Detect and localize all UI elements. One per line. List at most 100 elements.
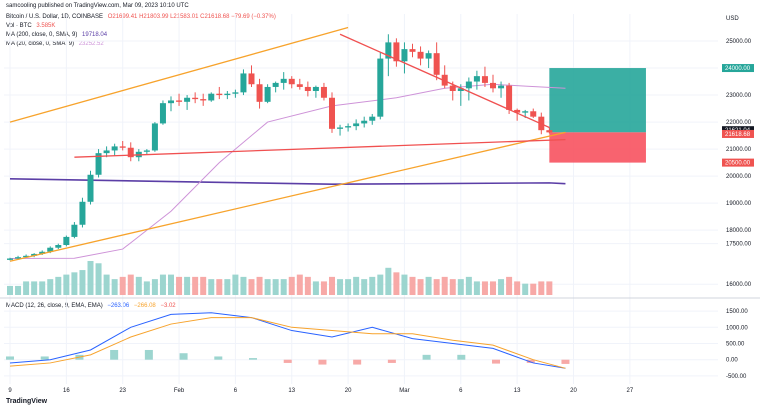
volume-bar (530, 283, 537, 295)
x-tick-label: 20 (570, 388, 577, 394)
volume-bar (288, 276, 295, 295)
macd-histogram-bar (526, 359, 535, 363)
volume-bar (522, 283, 529, 295)
macd-tick-label: 1500.00 (726, 309, 748, 315)
macd-label[interactable]: MACD (12, 26, close, 9, EMA, EMA) (6, 303, 103, 309)
volume-bar (385, 267, 392, 295)
volume-bar (337, 279, 344, 295)
price-tick-label: 19000.00 (726, 201, 752, 207)
macd-histogram-bar (110, 349, 119, 360)
macd-histogram-bar (6, 356, 14, 360)
candle-body (224, 93, 231, 96)
signal-line (9, 317, 566, 369)
macd-legend: MACD (12, 26, close, 9, EMA, EMA) −263.0… (6, 302, 179, 310)
candle-body (151, 123, 158, 151)
candle-body (240, 73, 247, 93)
candle-body (248, 73, 255, 85)
position-stop-zone (549, 132, 646, 163)
x-tick-label: 9 (8, 388, 12, 394)
tradingview-logo: TradingView (6, 398, 47, 405)
candle-body (127, 147, 134, 158)
candle-body (417, 51, 424, 59)
candle-body (272, 82, 279, 87)
published-text: samcooling published on TradingView.com,… (6, 3, 189, 9)
candle-body (506, 85, 513, 110)
candle-body (401, 49, 408, 62)
volume-value: 3.585K (36, 23, 56, 29)
volume-bar (546, 281, 553, 295)
volume-bar (473, 281, 480, 295)
volume-bar (280, 279, 287, 295)
ma20-legend: MA (20, close, 0, SMA, 9) 23252.52 (6, 40, 107, 48)
drawings[interactable] (9, 26, 566, 262)
candle-body (329, 97, 335, 129)
candle-body (312, 86, 319, 92)
volume-legend: Vol · BTC 3.585K (6, 22, 58, 30)
candle-body (353, 123, 360, 127)
ma200-line (9, 178, 566, 186)
symbol-name[interactable]: Bitcoin / U.S. Dollar, 1D, COINBASE (6, 14, 104, 20)
ma200-value: 19718.04 (82, 32, 108, 38)
candle-body (159, 103, 166, 124)
price-label-box (722, 158, 754, 167)
candle-body (79, 201, 86, 225)
x-tick-label: 6 (459, 388, 463, 394)
candle-body (498, 85, 505, 89)
volume-bar (401, 274, 408, 295)
candle-body (393, 42, 400, 62)
volume-bar (329, 276, 335, 295)
ma200-label[interactable]: MA (200, close, 0, SMA, 9) (6, 32, 78, 38)
candle-body (490, 82, 496, 89)
macd-histogram-bar (249, 358, 258, 360)
volume-bar (248, 279, 255, 295)
volume-bar (192, 276, 199, 295)
macd-line (9, 312, 566, 369)
price-label-box (722, 64, 754, 73)
volume-bar (320, 281, 327, 295)
ma20-value: 23252.52 (78, 41, 104, 47)
candle-body (296, 84, 303, 87)
candle-body (288, 78, 295, 85)
volume-bar (393, 272, 400, 295)
volume-bar (23, 281, 30, 295)
volume-bar (47, 279, 54, 295)
x-tick-label: 13 (514, 388, 521, 394)
price-label-text: 21618.68 (725, 132, 751, 138)
price-label-box (722, 129, 754, 138)
candle-body (31, 253, 38, 256)
volume-label[interactable]: Vol · BTC (6, 23, 32, 29)
price-tick-label: 23000.00 (726, 93, 752, 99)
candle-body (320, 86, 327, 98)
price-tick-label: 20000.00 (726, 174, 752, 180)
price-label-text: 20500.00 (725, 161, 751, 167)
macd-histogram-bar (387, 359, 396, 363)
candle-body (425, 53, 432, 59)
macd-histogram-bar (144, 349, 153, 360)
candle-body (184, 97, 191, 102)
macd-histogram-bar (353, 359, 362, 365)
volume-bar (296, 274, 303, 295)
volume-bar (119, 276, 126, 295)
ma20-label[interactable]: MA (20, close, 0, SMA, 9) (6, 41, 75, 47)
volume-bar (345, 279, 352, 295)
long-position-tool[interactable] (549, 68, 646, 163)
volume-bar (498, 279, 505, 295)
volume-bar (361, 279, 368, 295)
trendline (9, 26, 349, 123)
macd-tick-label: 0.00 (726, 358, 738, 364)
volume-bar (449, 279, 456, 295)
price-tick-label: 17500.00 (726, 242, 752, 248)
price-tick-label: 22000.00 (726, 120, 752, 126)
price-label-text: 24000.00 (725, 66, 751, 72)
x-tick-label: 27 (627, 388, 634, 394)
volume-bar (224, 279, 231, 295)
volume-bar (538, 281, 545, 295)
candle-body (15, 257, 22, 259)
volume-bar (312, 281, 319, 295)
candle-body (369, 116, 376, 121)
volume-bar (39, 281, 46, 295)
x-tick-label: 16 (63, 388, 70, 394)
macd-value-1: −263.06 (107, 303, 130, 309)
candle-body (449, 85, 456, 92)
